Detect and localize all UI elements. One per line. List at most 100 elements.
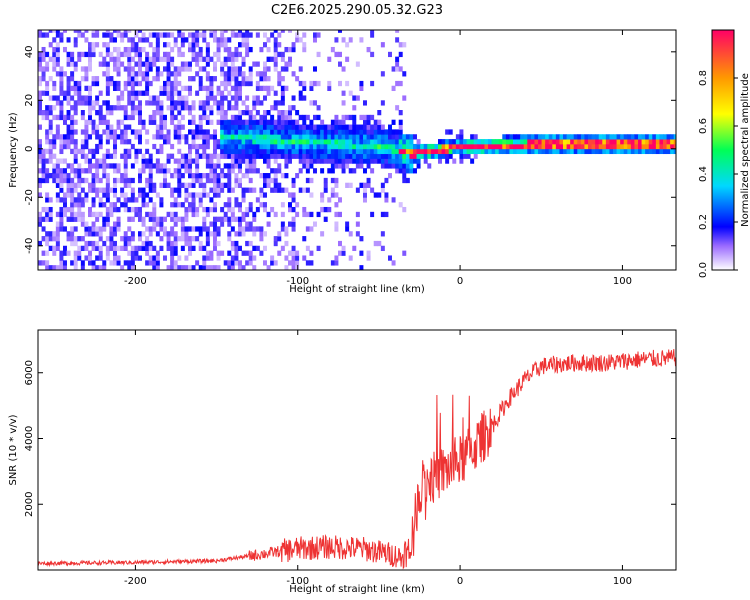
heatmap-cell	[42, 260, 46, 265]
heatmap-cell	[620, 149, 624, 154]
heatmap-cell	[384, 139, 388, 144]
heatmap-cell	[92, 178, 96, 183]
heatmap-cell	[38, 32, 42, 37]
heatmap-cell	[192, 115, 196, 120]
heatmap-cell	[45, 178, 49, 183]
heatmap-cell	[52, 173, 56, 178]
heatmap-cell	[392, 134, 396, 139]
heatmap-cell	[259, 139, 263, 144]
heatmap-cell	[259, 188, 263, 193]
heatmap-cell	[159, 86, 163, 91]
heatmap-cell	[52, 47, 56, 52]
heatmap-cell	[327, 168, 331, 173]
heatmap-cell	[142, 188, 146, 193]
heatmap-cell	[156, 158, 160, 163]
heatmap-cell	[45, 251, 49, 256]
heatmap-cell	[320, 139, 324, 144]
heatmap-cell	[220, 100, 224, 105]
heatmap-cell	[213, 241, 217, 246]
heatmap-cell	[499, 139, 503, 144]
heatmap-cell	[192, 52, 196, 57]
heatmap-cell	[388, 144, 392, 149]
heatmap-cell	[188, 202, 192, 207]
heatmap-cell	[363, 158, 367, 163]
heatmap-cell	[567, 149, 571, 154]
heatmap-cell	[181, 246, 185, 251]
heatmap-cell	[192, 32, 196, 37]
heatmap-cell	[224, 95, 228, 100]
heatmap-cell	[181, 222, 185, 227]
heatmap-cell	[59, 66, 63, 71]
heatmap-cell	[74, 260, 78, 265]
heatmap-cell	[331, 192, 335, 197]
heatmap-cell	[202, 149, 206, 154]
heatmap-cell	[174, 76, 178, 81]
heatmap-cell	[288, 120, 292, 125]
heatmap-cell	[313, 115, 317, 120]
heatmap-cell	[59, 212, 63, 217]
heatmap-cell	[102, 163, 106, 168]
heatmap-cell	[602, 149, 606, 154]
heatmap-cell	[217, 110, 221, 115]
heatmap-cell	[292, 149, 296, 154]
heatmap-cell	[284, 255, 288, 260]
heatmap-cell	[306, 149, 310, 154]
heatmap-cell	[331, 260, 335, 265]
heatmap-cell	[88, 52, 92, 57]
heatmap-cell	[181, 100, 185, 105]
heatmap-cell	[167, 129, 171, 134]
heatmap-cell	[352, 120, 356, 125]
heatmap-cell	[177, 168, 181, 173]
colorbar-tick-label: 0.6	[698, 118, 709, 134]
heatmap-cell	[156, 52, 160, 57]
heatmap-cell	[349, 149, 353, 154]
heatmap-cell	[109, 260, 113, 265]
heatmap-cell	[95, 255, 99, 260]
heatmap-cell	[49, 154, 53, 159]
heatmap-cell	[656, 139, 660, 144]
heatmap-cell	[127, 197, 131, 202]
heatmap-cell	[49, 158, 53, 163]
heatmap-cell	[199, 52, 203, 57]
heatmap-cell	[317, 81, 321, 86]
heatmap-cell	[456, 134, 460, 139]
heatmap-cell	[120, 62, 124, 67]
heatmap-cell	[56, 95, 60, 100]
heatmap-cell	[249, 76, 253, 81]
heatmap-cell	[131, 144, 135, 149]
heatmap-cell	[384, 158, 388, 163]
heatmap-cell	[234, 241, 238, 246]
heatmap-cell	[134, 207, 138, 212]
heatmap-cell	[131, 260, 135, 265]
heatmap-cell	[384, 144, 388, 149]
heatmap-cell	[213, 178, 217, 183]
heatmap-cell	[138, 134, 142, 139]
heatmap-cell	[234, 115, 238, 120]
heatmap-cell	[209, 222, 213, 227]
heatmap-cell	[145, 202, 149, 207]
heatmap-cell	[288, 192, 292, 197]
heatmap-cell	[306, 188, 310, 193]
heatmap-cell	[249, 168, 253, 173]
heatmap-cell	[74, 226, 78, 231]
heatmap-cell	[138, 212, 142, 217]
heatmap-cell	[288, 134, 292, 139]
heatmap-cell	[295, 37, 299, 42]
heatmap-cell	[156, 57, 160, 62]
heatmap-cell	[163, 183, 167, 188]
heatmap-cell	[249, 32, 253, 37]
heatmap-cell	[224, 129, 228, 134]
heatmap-cell	[234, 144, 238, 149]
heatmap-cell	[199, 100, 203, 105]
heatmap-cell	[177, 139, 181, 144]
heatmap-cell	[277, 129, 281, 134]
heatmap-cell	[124, 125, 128, 130]
heatmap-cell	[167, 236, 171, 241]
heatmap-cell	[238, 81, 242, 86]
heatmap-cell	[113, 37, 117, 42]
heatmap-cell	[192, 207, 196, 212]
heatmap-cell	[388, 125, 392, 130]
heatmap-cell	[234, 125, 238, 130]
heatmap-cell	[95, 32, 99, 37]
heatmap-cell	[192, 47, 196, 52]
